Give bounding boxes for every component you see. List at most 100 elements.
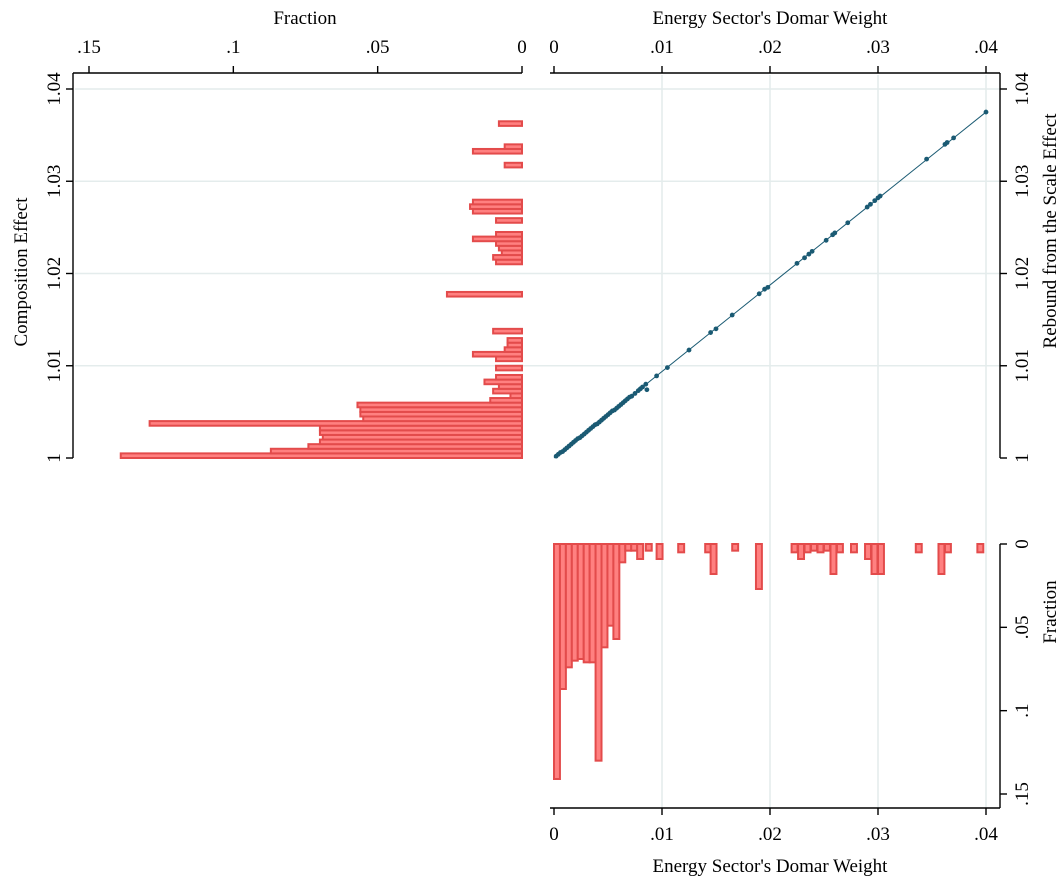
bottom-histogram-bar [810, 543, 818, 552]
bottom-histogram-bar [850, 543, 858, 554]
top-x-axis-title: Energy Sector's Domar Weight [653, 8, 889, 29]
left-histogram-bar [445, 290, 523, 298]
left-y-tick-label: 1 [44, 453, 65, 463]
bottom-histogram-bar [636, 543, 645, 560]
scatter-point [802, 255, 807, 261]
bottom-histogram-bar [618, 543, 627, 564]
left-y-tick-label: 1.02 [44, 257, 65, 290]
bottom-histogram-bar [655, 543, 664, 560]
left-y-tick-label: 1.03 [44, 165, 65, 198]
bottom-histogram-bar [870, 543, 879, 575]
axes [66, 66, 1007, 815]
top-x-tick-label: .01 [650, 37, 674, 58]
scatter-point [686, 347, 692, 353]
bottom-x-tick-label: 0 [549, 824, 559, 845]
scatter-point [823, 237, 829, 243]
left-histogram-bar [471, 147, 523, 155]
bottom-histogram-bar [816, 543, 825, 554]
scatter-point [632, 391, 638, 396]
right-y-tick-label: 1 [1012, 453, 1033, 463]
bottom-histogram-bar [790, 543, 799, 554]
bottom-histogram-bar [823, 543, 831, 552]
bottom-histogram-bar [976, 543, 985, 554]
left-hist-fraction-tick-label: .1 [226, 37, 240, 58]
left-histogram-bar [503, 143, 523, 150]
bottom-histogram-bar [877, 543, 885, 575]
left-y-tick-label: 1.04 [44, 72, 65, 106]
bottom-x-tick-label: .04 [974, 824, 998, 845]
bottom-histogram-bar [803, 543, 812, 554]
bottom-histogram-bar [594, 543, 603, 762]
right-y-tick-label: 1.04 [1012, 72, 1033, 106]
left-histogram-bar [471, 350, 523, 358]
left-histogram-bar [503, 161, 523, 169]
scatter-point [809, 248, 815, 254]
left-histogram-bar [492, 327, 523, 335]
left-histogram-bar [497, 120, 524, 127]
scatter-point [794, 260, 800, 266]
scatter-point [951, 135, 956, 141]
left-histogram-bar [471, 198, 523, 206]
left-hist-fraction-tick-label: .15 [77, 37, 101, 58]
bottom-hist-fraction-tick-label: .1 [1012, 704, 1033, 718]
scatter-point [713, 326, 719, 332]
left-y-axis-title: Composition Effect [11, 197, 32, 347]
scatter-point [643, 381, 649, 387]
scatter-gridlines [75, 75, 1000, 808]
scatter-points [553, 109, 989, 459]
left-histogram-bar [506, 337, 524, 344]
tick-labels: 1 1 1.01 1.01 1.02 1.02 1.03 1.03 1.04 1.04 .15 .1.… [44, 37, 1033, 845]
bottom-histogram-bar [829, 543, 838, 575]
left-histogram-bar [489, 397, 524, 404]
bottom-hist-fraction-tick-label: .05 [1012, 615, 1033, 639]
bottom-x-tick-label: .03 [866, 824, 890, 845]
bottom-histogram-bar [835, 543, 844, 554]
bottom-histogram-bar [612, 543, 621, 640]
right-y-axis-title: Rebound from the Scale Effect [1040, 113, 1061, 349]
left-histogram-bar [495, 217, 523, 224]
right-y-tick-label: 1.03 [1012, 165, 1033, 198]
left-histogram-bar [495, 230, 523, 238]
scatter-point [640, 384, 645, 390]
bottom-histogram-bar [677, 543, 686, 554]
left-histogram-fraction-title: Fraction [273, 8, 337, 29]
scatter-point [629, 393, 635, 399]
bottom-histogram-bars [553, 543, 985, 780]
right-y-tick-label: 1.02 [1012, 257, 1033, 290]
scatter-point [806, 251, 812, 257]
left-histogram-bar [495, 373, 523, 381]
top-x-tick-label: 0 [549, 37, 559, 58]
bottom-histogram-bar [937, 543, 946, 575]
scatter-point [665, 365, 670, 370]
bottom-x-tick-label: .02 [758, 824, 782, 845]
left-histogram-bar [356, 401, 523, 409]
scatter-point [864, 204, 870, 210]
bottom-x-axis-title: Energy Sector's Domar Weight [653, 856, 889, 877]
left-histogram-bars [119, 120, 524, 460]
scatter-point [868, 201, 873, 207]
bottom-histogram-bar [754, 543, 763, 590]
left-y-tick-label: 1.01 [44, 349, 65, 382]
scatter-point [756, 291, 762, 297]
left-hist-fraction-tick-label: .05 [366, 37, 390, 58]
bottom-histogram-bar [914, 543, 923, 554]
left-histogram-bar [148, 420, 523, 427]
scatter-point [944, 140, 950, 145]
scatter-point [845, 220, 851, 226]
bottom-histogram-bar [864, 543, 872, 560]
scatter-point [654, 373, 659, 379]
top-x-tick-label: .03 [866, 37, 890, 58]
scatter-point [983, 109, 989, 115]
scatter-point [708, 330, 713, 335]
scatter-point [644, 387, 650, 393]
top-x-tick-label: .04 [974, 37, 998, 58]
scatter-point [765, 284, 771, 290]
top-x-tick-label: .02 [758, 37, 782, 58]
scatter-point [872, 198, 878, 204]
right-y-tick-label: 1.01 [1012, 349, 1033, 382]
bottom-hist-fraction-tick-label: .15 [1012, 782, 1033, 806]
left-histogram-bar [495, 364, 523, 372]
scatter-point [729, 312, 735, 318]
